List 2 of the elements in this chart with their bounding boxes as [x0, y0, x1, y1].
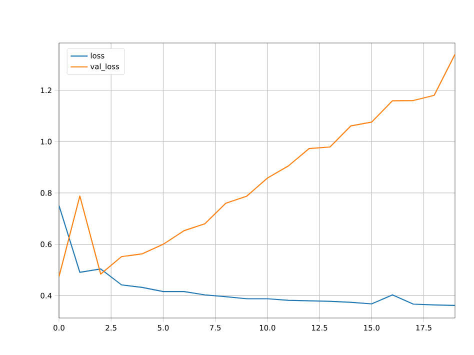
line-series — [59, 54, 456, 278]
line-series — [59, 204, 456, 306]
